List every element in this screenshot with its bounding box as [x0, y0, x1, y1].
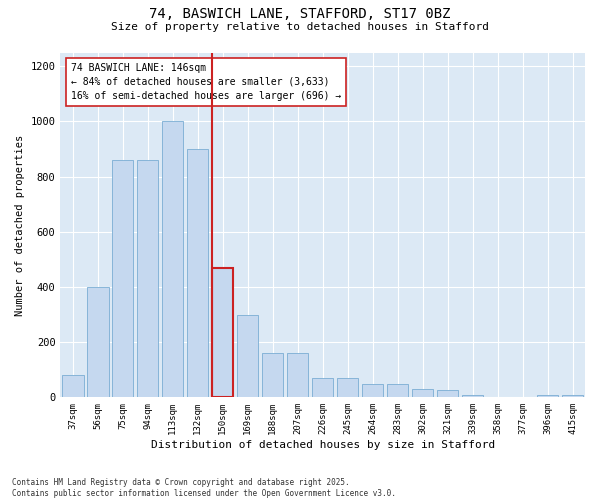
Text: 74, BASWICH LANE, STAFFORD, ST17 0BZ: 74, BASWICH LANE, STAFFORD, ST17 0BZ [149, 8, 451, 22]
Bar [137, 160, 158, 398]
Y-axis label: Number of detached properties: Number of detached properties [15, 134, 25, 316]
Bar [337, 378, 358, 398]
Bar [162, 122, 184, 398]
Bar [437, 390, 458, 398]
Bar [87, 287, 109, 398]
Bar [187, 149, 208, 398]
Bar [412, 389, 433, 398]
Bar [112, 160, 133, 398]
Bar [237, 314, 259, 398]
Bar [537, 394, 558, 398]
Bar [262, 353, 283, 398]
Text: Contains HM Land Registry data © Crown copyright and database right 2025.
Contai: Contains HM Land Registry data © Crown c… [12, 478, 396, 498]
Bar [562, 394, 583, 398]
Bar [312, 378, 334, 398]
Bar [387, 384, 408, 398]
X-axis label: Distribution of detached houses by size in Stafford: Distribution of detached houses by size … [151, 440, 495, 450]
Text: 74 BASWICH LANE: 146sqm
← 84% of detached houses are smaller (3,633)
16% of semi: 74 BASWICH LANE: 146sqm ← 84% of detache… [71, 63, 341, 101]
Bar [62, 376, 83, 398]
Bar [287, 353, 308, 398]
Bar [362, 384, 383, 398]
Text: Size of property relative to detached houses in Stafford: Size of property relative to detached ho… [111, 22, 489, 32]
Bar [212, 268, 233, 398]
Bar [462, 394, 483, 398]
